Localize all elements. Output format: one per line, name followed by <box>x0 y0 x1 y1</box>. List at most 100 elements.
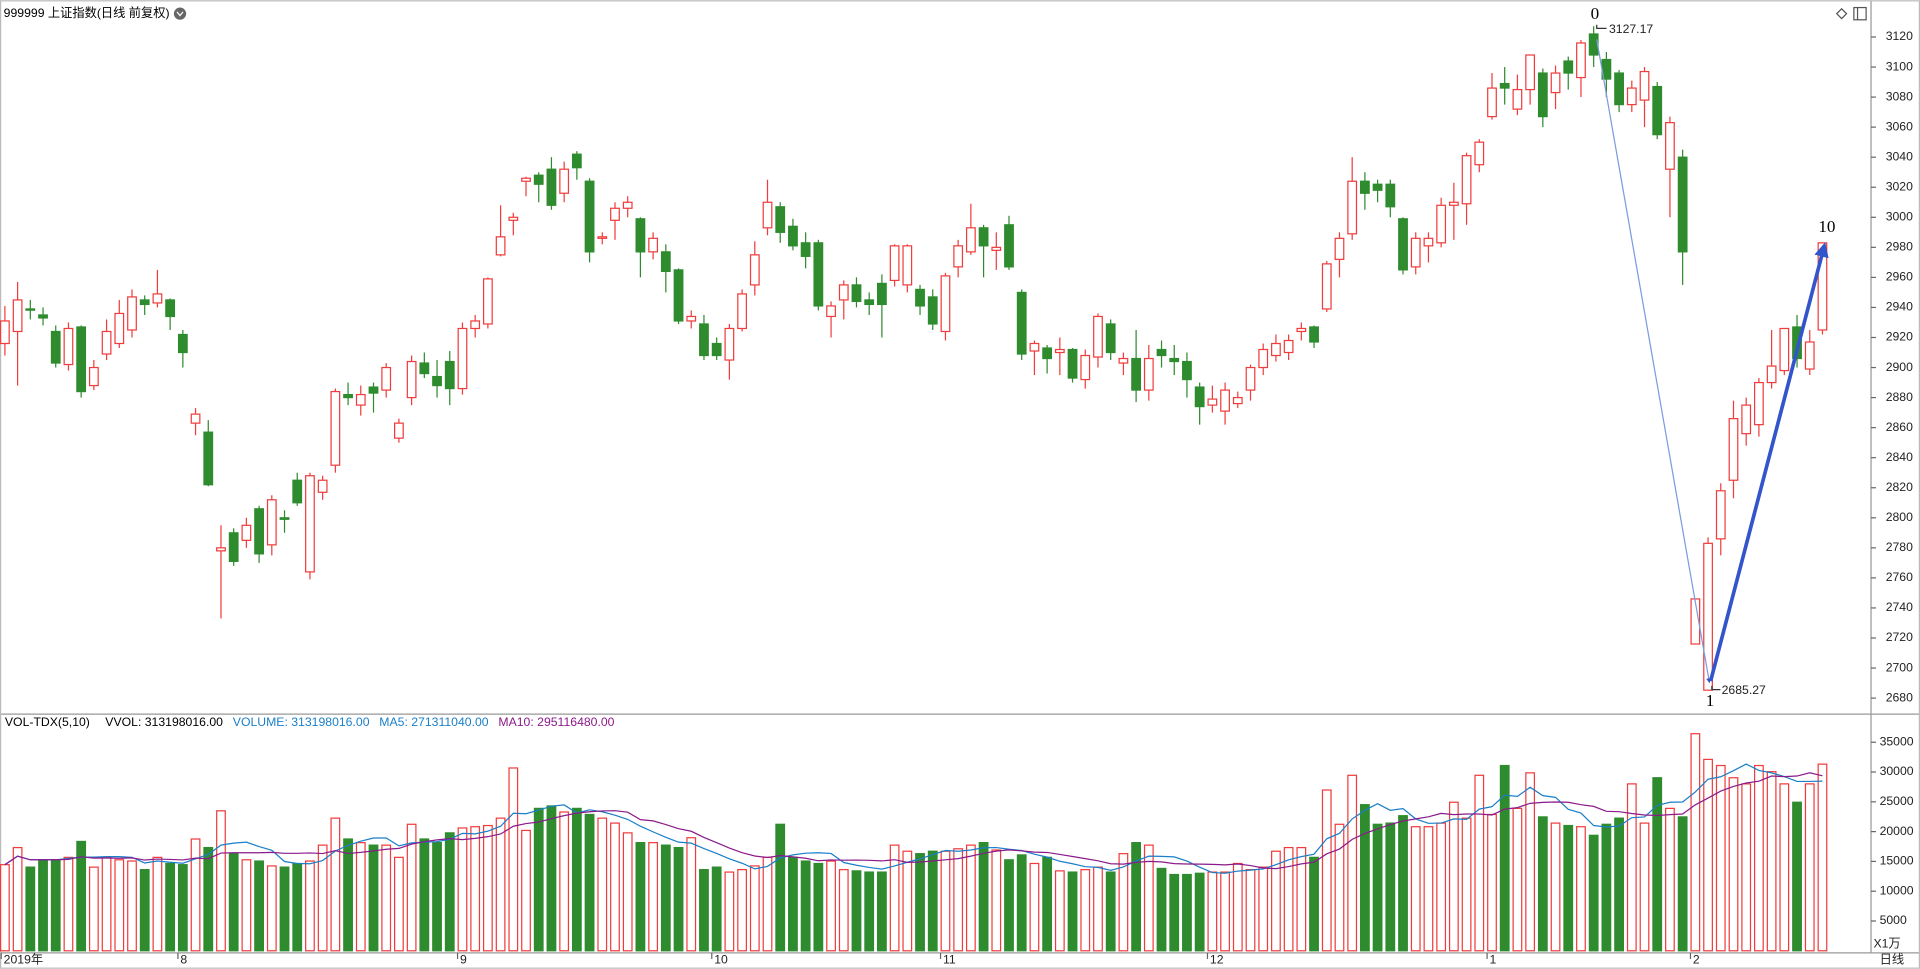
volume-bar <box>1703 758 1713 952</box>
candle-body <box>991 246 1002 251</box>
y-tick-label: 3080 <box>1886 89 1913 103</box>
volume-bar <box>1525 772 1536 952</box>
x-tick-label: 11 <box>943 952 956 966</box>
candle-body <box>1677 156 1688 253</box>
candle-body <box>1245 366 1256 391</box>
volume-bar <box>12 846 23 952</box>
volume-bar <box>139 869 150 952</box>
candle-body <box>406 360 417 399</box>
candle-body <box>1436 204 1447 244</box>
candle-body <box>305 475 315 573</box>
volume-bar <box>1448 801 1459 952</box>
volume-bar <box>1016 854 1027 952</box>
y-tick-label: 2960 <box>1886 270 1913 284</box>
volume-bar <box>1614 817 1624 952</box>
x-tick-label: 2 <box>1693 952 1700 966</box>
volume-bar <box>292 862 303 952</box>
y-tick-label: 3100 <box>1886 59 1913 73</box>
candle-body <box>254 508 265 555</box>
candle-body <box>0 320 10 345</box>
candle-body <box>279 517 290 520</box>
wave-label: 10 <box>1818 217 1835 236</box>
candle-body <box>1639 70 1650 101</box>
candle-body <box>1321 263 1332 310</box>
candle-body <box>1563 60 1574 74</box>
y-tick-label: 30000 <box>1880 764 1914 778</box>
panel-icon[interactable] <box>1853 6 1867 21</box>
volume-bar <box>775 823 786 952</box>
x-tick-label: 1 <box>1490 952 1497 966</box>
volume-bar <box>953 848 964 952</box>
candle-body <box>648 237 659 253</box>
candle-body <box>457 327 468 390</box>
candle-body <box>622 201 633 209</box>
candle-body <box>228 532 239 562</box>
volume-bar <box>851 870 862 952</box>
volume-bar <box>737 869 747 952</box>
volume-bar <box>1474 774 1485 952</box>
volume-bar <box>241 859 252 952</box>
y-tick-label: 20000 <box>1880 824 1914 838</box>
volume-bar <box>902 850 913 952</box>
volume-bar <box>1563 824 1574 952</box>
legend-entry: VVOL: 313198016.00 <box>105 715 223 729</box>
volume-bar <box>1194 872 1205 952</box>
candle-body <box>203 431 214 486</box>
volume-bar <box>749 865 760 952</box>
dropdown-button[interactable] <box>173 7 187 20</box>
y-tick-label: 10000 <box>1880 883 1914 897</box>
y-tick-label: 2920 <box>1886 330 1913 344</box>
volume-bar <box>1143 844 1154 952</box>
candle-body <box>749 254 760 286</box>
y-tick-label: 2900 <box>1886 360 1913 374</box>
candle-body <box>139 299 150 306</box>
y-tick-label: 2860 <box>1886 420 1913 434</box>
candle-body <box>800 242 811 257</box>
volume-bar <box>927 850 938 952</box>
candle-body <box>1652 85 1663 136</box>
candle-body <box>1004 224 1014 268</box>
candle-body <box>864 299 875 306</box>
candle-body <box>1054 348 1065 354</box>
candle-body <box>101 330 112 355</box>
candle-body <box>635 218 646 253</box>
volume-bar <box>1372 823 1383 952</box>
volume-bar <box>1499 764 1510 952</box>
volume-bar <box>635 842 646 952</box>
diamond-icon[interactable] <box>1835 7 1848 20</box>
candle-body <box>381 366 392 391</box>
volume-bar <box>648 842 659 952</box>
candle-body <box>571 153 582 169</box>
candle-body <box>1080 354 1091 381</box>
volume-bar <box>1728 777 1739 952</box>
candle-body <box>788 225 798 247</box>
volume-bar <box>317 844 328 952</box>
volume-bar <box>216 810 226 952</box>
legend-entry: MA5: 271311040.00 <box>379 715 488 729</box>
candle-body <box>1118 357 1129 364</box>
candle-body <box>1537 72 1548 118</box>
volume-bar <box>1207 871 1218 952</box>
volume-bar <box>1754 764 1764 952</box>
volume-bar <box>978 842 989 952</box>
candle-body <box>508 216 519 221</box>
volume-bar <box>1410 826 1421 952</box>
x-tick-label: 2019年 <box>4 952 43 966</box>
volume-bar <box>1804 783 1815 952</box>
candle-body <box>317 479 328 493</box>
volume-bar <box>1232 862 1243 952</box>
volume-bar <box>1296 846 1307 952</box>
candle-body <box>1131 357 1142 391</box>
candle-body <box>1499 82 1510 89</box>
candle-body <box>546 168 557 206</box>
candle-body <box>1474 141 1485 166</box>
volume-bar <box>1105 871 1116 952</box>
candle-body <box>1588 33 1599 56</box>
candle-body <box>1728 418 1739 481</box>
volume-bar <box>1347 774 1358 952</box>
volume-bar <box>50 859 61 952</box>
candle-body <box>1665 122 1675 170</box>
volume-bar <box>1512 807 1523 952</box>
candle-body <box>1410 237 1421 268</box>
candle-body <box>1258 348 1269 369</box>
